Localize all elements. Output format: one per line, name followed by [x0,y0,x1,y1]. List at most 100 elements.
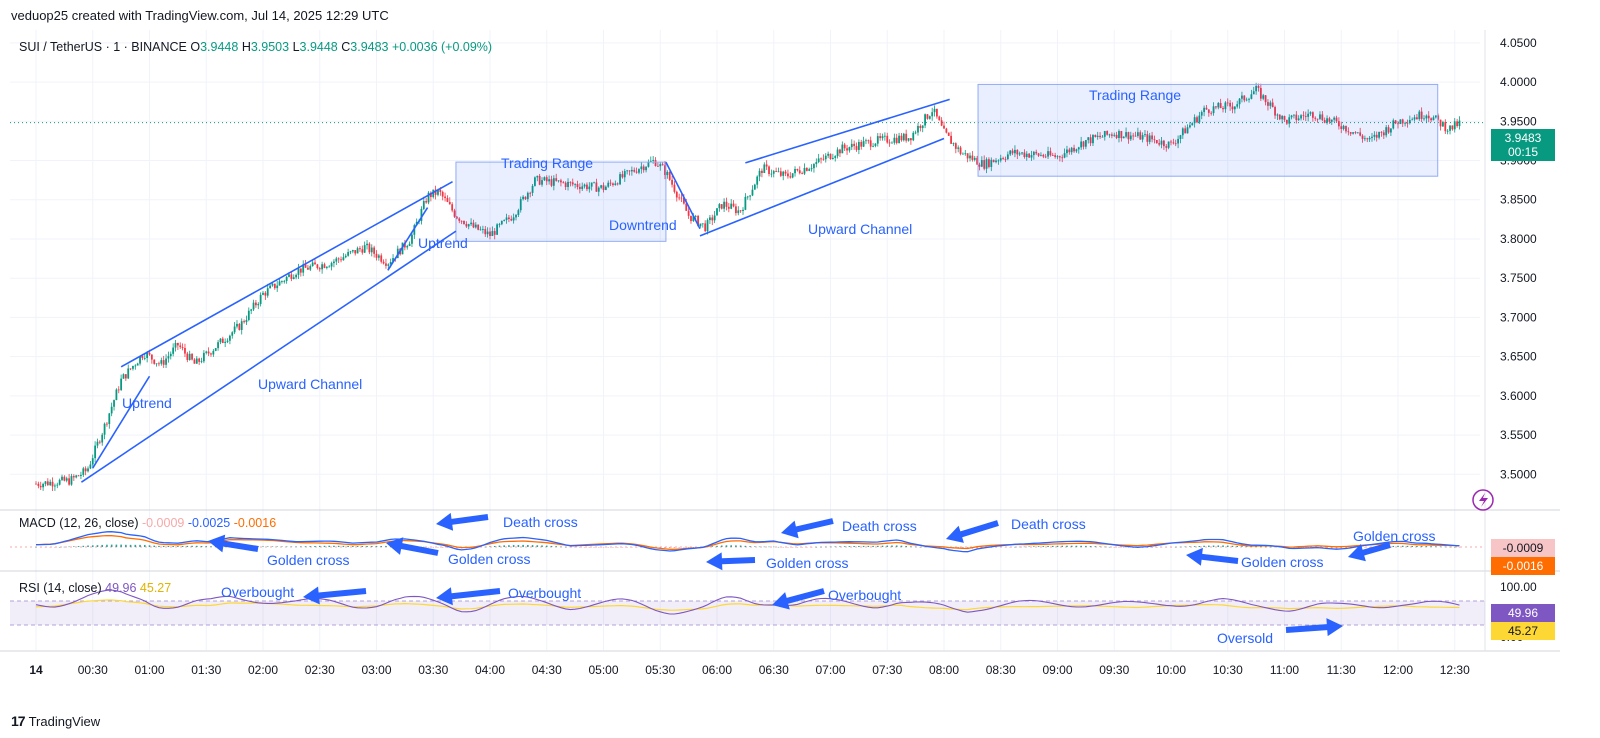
candle-body [1132,135,1135,137]
golden-cross-label: Golden cross [1241,554,1323,570]
candle-body [1040,154,1042,156]
price-candles [35,82,1461,491]
lightning-icon[interactable] [1472,489,1494,511]
candle-body [297,268,300,275]
candle-body [323,264,326,268]
macd-histogram-bar [110,544,113,547]
candle-body [1141,135,1144,140]
candle-body [978,164,981,167]
candle-body [642,166,645,171]
candle-body [638,169,640,173]
macd-histogram-bar [1245,546,1248,547]
candle-body [836,149,839,157]
candle-body [1037,153,1040,156]
macd-histogram-bar [441,547,444,548]
golden-cross-label: Golden cross [448,551,530,567]
macd-histogram-bar [186,545,189,547]
symbol-name[interactable]: SUI / TetherUS · 1 · BINANCE [19,40,187,54]
candle-body [933,108,936,113]
macd-histogram-bar [697,546,699,548]
candle-body [735,206,737,214]
candle-body [1011,150,1014,154]
candle-body [512,217,515,221]
candle-body [569,181,572,183]
candle-body [205,351,208,353]
axes: 4.05004.00003.95003.90003.85003.80003.75… [29,36,1537,677]
candle-body [692,216,695,222]
candle-body [895,137,898,143]
candle-body [148,352,151,355]
candle-body [321,264,324,270]
candle-body [1205,107,1208,110]
macd-histogram-bar [881,545,884,547]
candle-body [1321,114,1324,121]
candle-body [850,143,853,148]
candle-body [382,261,385,264]
candle-body [470,222,472,225]
macd-title[interactable]: MACD (12, 26, close) [19,516,139,530]
candle-body [1375,134,1378,138]
macd-histogram-bar [68,546,70,548]
candle-body [1250,94,1253,99]
candle-body [746,196,749,198]
macd-histogram-bar [1004,547,1007,548]
candle-body [1238,98,1241,105]
candle-body [694,215,697,217]
candle-body [1314,117,1317,119]
macd-histogram-bar [1411,545,1413,547]
candle-body [869,140,872,147]
macd-histogram-bar [824,546,827,548]
macd-histogram-bar [1326,547,1328,549]
candle-body [962,153,964,155]
macd-histogram-bar [347,545,349,547]
macd-histogram-bar [44,547,47,548]
macd-histogram-bar [91,545,94,547]
macd-histogram-bar [848,546,851,547]
time-tick-label: 10:30 [1213,663,1243,677]
macd-histogram-bar [1118,547,1120,548]
candle-body [682,197,685,204]
candle-body [1023,152,1026,158]
candle-body [815,162,818,165]
candle-body [1047,151,1049,157]
candle-body [87,468,89,472]
candle-body [805,167,808,171]
candle-body [1115,134,1118,139]
candle-body [1359,132,1362,136]
candle-body [739,210,742,212]
candle-body [1134,135,1137,137]
annotation-arrow [946,520,999,543]
high-label: H [241,40,251,54]
macd-histogram-bar [82,545,85,547]
candle-body [266,288,269,296]
candle-body [699,223,702,227]
trading-range-label: Trading Range [1089,87,1181,103]
candle-body [191,353,193,360]
candle-body [1080,141,1083,148]
downtrend-line [665,161,701,230]
candle-body [136,363,139,366]
candle-body [796,168,799,171]
rsi-title[interactable]: RSI (14, close) [19,581,102,595]
price-tick-label: 3.6000 [1500,389,1537,403]
candle-body [39,485,42,488]
candle-body [534,177,536,186]
candle-body [347,252,350,256]
candle-body [245,319,248,323]
candle-body [273,283,276,289]
macd-histogram-bar [328,545,331,547]
candle-body [233,326,236,333]
candle-body [193,359,196,364]
candle-body [184,347,186,354]
candle-body [1371,136,1373,138]
candle-body [560,180,562,183]
macd-histogram-bar [63,546,66,548]
candle-body [1155,139,1158,144]
candle-body [758,170,761,177]
macd-histogram-bar [205,546,208,547]
candle-body [531,185,534,193]
tradingview-brand[interactable]: 17 TradingView [11,713,100,729]
candle-body [822,158,825,160]
candle-body [463,220,465,225]
